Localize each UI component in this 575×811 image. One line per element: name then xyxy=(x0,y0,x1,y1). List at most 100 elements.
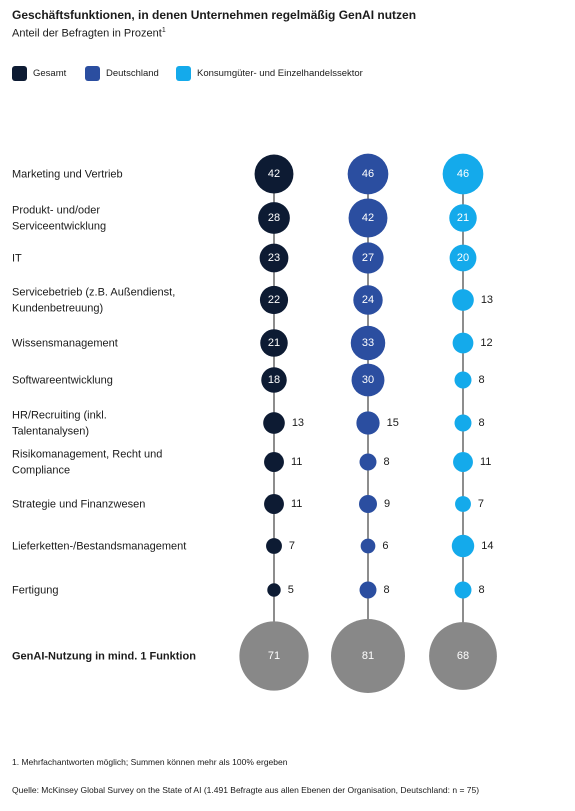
category-label-6: HR/Recruiting (inkl. Talentanalysen) xyxy=(12,410,107,438)
bubble-value-konsumgüter-und-einzelhandelssektor-10: 8 xyxy=(478,584,484,596)
category-label-7: Risikomanagement, Recht und Compliance xyxy=(12,449,162,477)
bubble-gesamt-0 xyxy=(254,154,294,194)
bubble-value-gesamt-10: 5 xyxy=(288,584,294,596)
footnote: 1. Mehrfachantworten möglich; Summen kön… xyxy=(12,757,288,767)
bubble-value-deutschland-7: 8 xyxy=(383,456,389,468)
category-label-line: Serviceentwicklung xyxy=(12,221,106,233)
category-label-line: Compliance xyxy=(12,465,70,477)
bubble-value-gesamt-8: 11 xyxy=(291,498,302,510)
bubble-value-konsumgüter-und-einzelhandelssektor-7: 11 xyxy=(480,456,491,468)
bubble-value-deutschland-2: 27 xyxy=(362,252,374,264)
category-label-line: Produkt- und/oder xyxy=(12,205,100,217)
chart-subtitle-text: Anteil der Befragten in Prozent xyxy=(12,27,162,40)
bubble-value-konsumgüter-und-einzelhandelssektor-1: 21 xyxy=(457,212,469,224)
legend-swatch-gesamt xyxy=(12,66,27,81)
bubble-value-gesamt-4: 21 xyxy=(268,337,280,349)
legend-item-konsum: Konsumgüter- und Einzelhandelssektor xyxy=(176,66,363,81)
bubble-value-gesamt-7: 11 xyxy=(291,456,302,468)
category-label-line: Kundenbetreuung) xyxy=(12,303,103,315)
bubble-value-konsumgüter-und-einzelhandelssektor-9: 14 xyxy=(481,540,493,552)
bubble-deutschland-10 xyxy=(359,581,377,599)
bubble-value-konsumgüter-und-einzelhandelssektor-8: 7 xyxy=(478,498,484,510)
chart-title: Geschäftsfunktionen, in denen Unternehme… xyxy=(12,8,417,22)
bubble-value-konsumgüter-und-einzelhandelssektor-2: 20 xyxy=(457,252,469,264)
total-bubble-konsumgüter-und-einzelhandelssektor xyxy=(429,622,497,690)
bubble-konsumgüter-und-einzelhandelssektor-3 xyxy=(452,289,474,311)
bubble-value-deutschland-5: 30 xyxy=(362,374,374,386)
category-label-line: Softwareentwicklung xyxy=(12,375,113,387)
total-value-deutschland: 81 xyxy=(362,650,374,662)
bubble-konsumgüter-und-einzelhandelssektor-8 xyxy=(455,496,471,512)
category-label-5: Softwareentwicklung xyxy=(12,375,113,387)
category-label-line: Wissensmanagement xyxy=(12,338,118,350)
bubble-deutschland-9 xyxy=(360,538,376,554)
bubble-konsumgüter-und-einzelhandelssektor-1 xyxy=(449,204,477,232)
bubble-value-deutschland-9: 6 xyxy=(382,540,388,552)
bubble-value-deutschland-4: 33 xyxy=(362,337,374,349)
bubble-gesamt-8 xyxy=(264,494,284,514)
source-note: Quelle: McKinsey Global Survey on the St… xyxy=(12,785,480,795)
bubble-konsumgüter-und-einzelhandelssektor-9 xyxy=(451,534,475,558)
legend-label-gesamt: Gesamt xyxy=(33,68,67,79)
bubble-deutschland-6 xyxy=(356,411,380,435)
bubble-value-gesamt-1: 28 xyxy=(268,212,280,224)
bubble-gesamt-7 xyxy=(264,452,284,472)
category-label-2: IT xyxy=(12,253,22,265)
bubble-konsumgüter-und-einzelhandelssektor-5 xyxy=(454,371,472,389)
bubble-value-gesamt-2: 23 xyxy=(268,252,280,264)
bubble-konsumgüter-und-einzelhandelssektor-0 xyxy=(442,153,484,195)
bubble-value-gesamt-6: 13 xyxy=(292,417,304,429)
category-label-0: Marketing und Vertrieb xyxy=(12,169,123,181)
bubble-deutschland-7 xyxy=(359,453,377,471)
legend-item-gesamt: Gesamt xyxy=(12,66,66,81)
category-label-line: Strategie und Finanzwesen xyxy=(12,499,145,511)
category-label-line: Lieferketten-/Bestandsmanagement xyxy=(12,541,186,553)
category-label-1: Produkt- und/oder Serviceentwicklung xyxy=(12,205,106,233)
bubble-value-deutschland-8: 9 xyxy=(384,498,390,510)
bubble-konsumgüter-und-einzelhandelssektor-7 xyxy=(453,452,473,472)
category-label-line: Servicebetrieb (z.B. Außendienst, xyxy=(12,287,175,299)
bubble-gesamt-10 xyxy=(267,583,281,597)
bubble-value-konsumgüter-und-einzelhandelssektor-5: 8 xyxy=(478,374,484,386)
bubble-value-deutschland-10: 8 xyxy=(383,584,389,596)
bubble-deutschland-0 xyxy=(347,153,389,195)
category-label-8: Strategie und Finanzwesen xyxy=(12,499,145,511)
legend-item-deutschland: Deutschland xyxy=(85,66,159,81)
footnote-mark: 1 xyxy=(161,27,166,34)
bubble-value-konsumgüter-und-einzelhandelssektor-0: 46 xyxy=(457,168,469,180)
category-label-4: Wissensmanagement xyxy=(12,338,118,350)
category-label-line: Fertigung xyxy=(12,585,58,597)
bubble-konsumgüter-und-einzelhandelssektor-2 xyxy=(449,244,477,272)
chart-subtitle: Anteil der Befragten in Prozent1 xyxy=(12,27,166,40)
category-label-line: Risikomanagement, Recht und xyxy=(12,449,162,461)
category-label-line: IT xyxy=(12,253,22,265)
bubble-gesamt-5 xyxy=(261,367,287,393)
category-label-line: Talentanalysen) xyxy=(12,426,89,438)
bubble-gesamt-2 xyxy=(259,243,289,273)
bubble-deutschland-5 xyxy=(351,363,385,397)
bubble-value-deutschland-1: 42 xyxy=(362,212,374,224)
bubble-value-konsumgüter-und-einzelhandelssektor-4: 12 xyxy=(480,337,492,349)
bubble-konsumgüter-und-einzelhandelssektor-4 xyxy=(452,332,474,354)
bubble-gesamt-3 xyxy=(259,285,289,315)
bubble-value-gesamt-9: 7 xyxy=(289,540,295,552)
bubble-value-gesamt-3: 22 xyxy=(268,294,280,306)
legend-swatch-konsum xyxy=(176,66,191,81)
bubble-value-deutschland-0: 46 xyxy=(362,168,374,180)
category-label-line: HR/Recruiting (inkl. xyxy=(12,410,107,422)
bubble-deutschland-2 xyxy=(352,242,384,274)
legend-swatch-deutschland xyxy=(85,66,100,81)
total-bubble-deutschland xyxy=(331,619,405,693)
bubble-gesamt-9 xyxy=(266,538,282,554)
legend-label-konsum: Konsumgüter- und Einzelhandelssektor xyxy=(197,68,363,79)
category-label-9: Lieferketten-/Bestandsmanagement xyxy=(12,541,186,553)
bubble-konsumgüter-und-einzelhandelssektor-10 xyxy=(454,581,472,599)
total-bubble-gesamt xyxy=(239,621,309,691)
bubble-value-konsumgüter-und-einzelhandelssektor-3: 13 xyxy=(481,294,493,306)
bubble-value-gesamt-5: 18 xyxy=(268,374,280,386)
bubble-gesamt-4 xyxy=(260,329,288,357)
bubble-gesamt-1 xyxy=(258,202,290,234)
category-label-line: Marketing und Vertrieb xyxy=(12,169,123,181)
category-label-3: Servicebetrieb (z.B. Außendienst, Kundenb… xyxy=(12,287,175,315)
